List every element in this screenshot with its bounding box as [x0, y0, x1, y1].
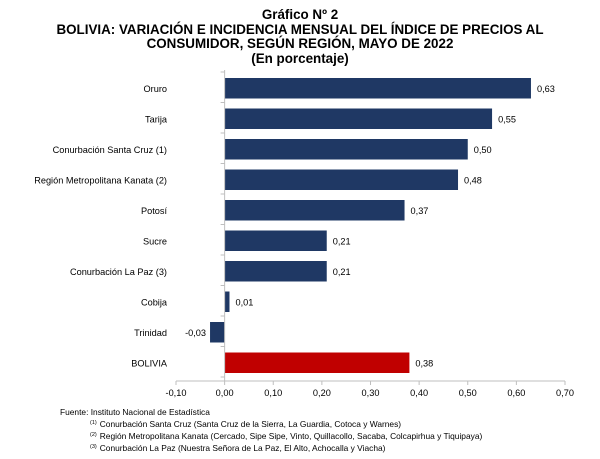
- footnote-2-mark: (2): [90, 432, 97, 438]
- x-tick-label: 0,60: [507, 388, 525, 398]
- category-label: Sucre: [143, 236, 167, 246]
- title-line-4: (En porcentaje): [251, 50, 349, 66]
- footnote-1: (1) Conurbación Santa Cruz (Santa Cruz de…: [60, 418, 482, 430]
- category-label: Tarija: [145, 114, 168, 124]
- x-tick-label: 0,70: [556, 388, 574, 398]
- bar: [210, 322, 225, 343]
- x-axis: -0,10 0,00 0,10 0,20 0,30 0,40 0,50 0,60 0,70: [166, 70, 574, 398]
- data-label: 0,37: [411, 206, 429, 216]
- bar: [224, 291, 230, 312]
- footnote-3-text: Conurbación La Paz (Nuestra Señora de La…: [99, 443, 386, 453]
- x-tick-label: -0,10: [166, 388, 187, 398]
- data-label: 0,01: [235, 297, 253, 307]
- title-line-1: Gráfico Nº 2: [261, 7, 339, 22]
- data-label: 0,21: [333, 236, 351, 246]
- x-tick-label: 0,10: [264, 388, 282, 398]
- category-label: Oruro: [144, 84, 168, 94]
- x-tick-label: 0,30: [362, 388, 380, 398]
- bar: [224, 78, 531, 99]
- bar: [224, 261, 327, 282]
- bar: [224, 139, 468, 160]
- category-label: Conurbación Santa Cruz (1): [53, 145, 167, 155]
- data-label: 0,50: [474, 145, 492, 155]
- category-label: Potosí: [141, 206, 167, 216]
- title-line-3: CONSUMIDOR, SEGÚN REGIÓN, MAYO DE 2022: [146, 36, 454, 52]
- category-label: Cobija: [141, 297, 168, 307]
- data-label: 0,63: [537, 84, 555, 94]
- footnote-1-text: Conurbación Santa Cruz (Santa Cruz de la…: [99, 419, 402, 429]
- footnote-3: (3) Conurbación La Paz (Nuestra Señora de…: [60, 442, 482, 454]
- data-label: 0,48: [464, 175, 482, 185]
- bar: [224, 352, 410, 373]
- category-label: Trinidad: [134, 328, 167, 338]
- footnote-3-mark: (3): [90, 444, 97, 450]
- title-line-2: BOLIVIA: VARIACIÓN E INCIDENCIA MENSUAL …: [56, 21, 544, 37]
- category-label: Región Metropolitana Kanata (2): [34, 175, 167, 185]
- bar: [224, 200, 405, 221]
- category-label: BOLIVIA: [131, 358, 168, 368]
- x-tick-label: 0,40: [410, 388, 428, 398]
- chart-footer: Fuente: Instituto Nacional de Estadístic…: [60, 407, 482, 454]
- x-tick-label: 0,50: [459, 388, 477, 398]
- bar: [224, 108, 493, 129]
- footnote-2-text: Región Metropolitana Kanata (Cercado, Si…: [99, 431, 483, 441]
- data-label: 0,55: [498, 114, 516, 124]
- x-tick-label: 0,20: [313, 388, 331, 398]
- bars-group: Oruro 0,63 Tarija 0,55 Conurbación Santa Cru…: [34, 78, 555, 373]
- data-label: 0,21: [333, 267, 351, 277]
- chart-title: Gráfico Nº 2 BOLIVIA: VARIACIÓN E INCIDE…: [0, 7, 600, 66]
- data-label: -0,03: [185, 328, 206, 338]
- footnote-2: (2) Región Metropolitana Kanata (Cercado,…: [60, 430, 482, 442]
- data-label: 0,38: [415, 358, 433, 368]
- x-tick-label: 0,00: [216, 388, 234, 398]
- footnote-1-mark: (1): [90, 420, 97, 426]
- bar: [224, 230, 327, 251]
- category-label: Conurbación La Paz (3): [70, 267, 167, 277]
- bar: [224, 169, 459, 190]
- source-text: Fuente: Instituto Nacional de Estadístic…: [60, 407, 210, 417]
